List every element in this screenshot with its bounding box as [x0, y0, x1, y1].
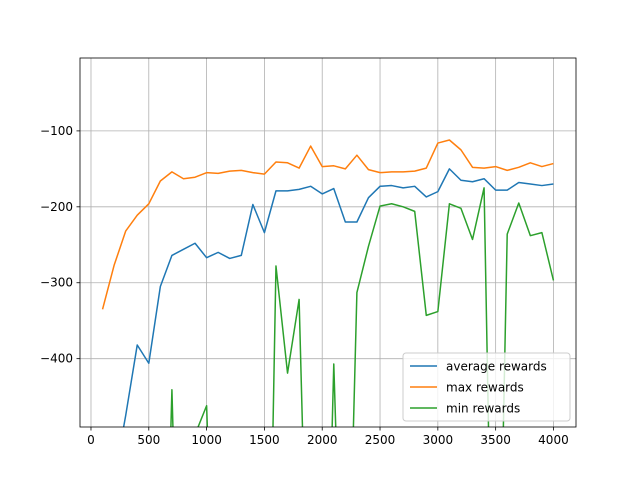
legend: average rewards max rewards min rewards — [402, 352, 571, 422]
x-tick-label: 4000 — [538, 433, 569, 447]
axes-frame — [79, 57, 577, 428]
x-tick-label: 1000 — [191, 433, 222, 447]
legend-label: min rewards — [446, 402, 520, 416]
y-tick-label: −100 — [40, 124, 73, 138]
line — [170, 187, 555, 427]
line — [101, 139, 554, 310]
x-tick-label: 500 — [137, 433, 160, 447]
x-tick-label: 2500 — [365, 433, 396, 447]
x-tick-label: 3000 — [423, 433, 454, 447]
legend-label: max rewards — [446, 381, 524, 395]
x-tick-label: 3500 — [480, 433, 511, 447]
x-tick-label: 1500 — [249, 433, 280, 447]
y-tick-label: −300 — [40, 276, 73, 290]
legend-box — [402, 352, 571, 422]
line — [122, 168, 554, 427]
lines — [101, 139, 555, 427]
ticks: 0 500 1000 1500 2000 2500 3000 3500 4000 −400 −300… — [40, 124, 569, 447]
x-tick-label: 2000 — [307, 433, 338, 447]
legend-label: average rewards — [446, 360, 547, 374]
x-tick-label: 0 — [87, 433, 95, 447]
y-tick-label: −200 — [40, 200, 73, 214]
y-tick-label: −400 — [40, 352, 73, 366]
